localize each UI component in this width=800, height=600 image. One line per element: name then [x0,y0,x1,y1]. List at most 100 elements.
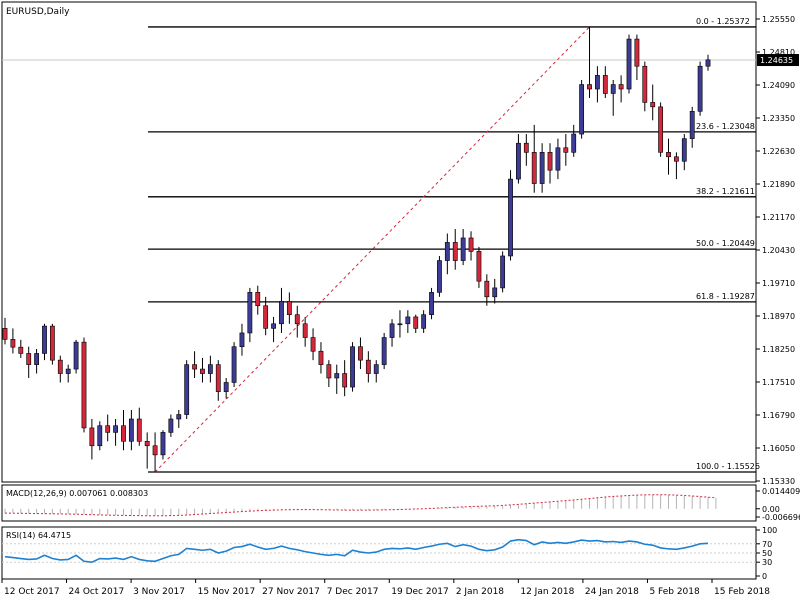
candle-bearish [650,102,656,108]
candle-bearish [144,441,150,447]
macd-signal-line [4,494,716,517]
price-axis-label: 1.17510 [762,378,795,387]
candle-bearish [523,142,529,153]
candle-bullish [231,346,237,383]
candle-bullish [271,323,276,329]
candle-bullish [579,84,585,135]
candle-bullish [389,323,395,338]
candle-bearish [192,364,197,370]
fib-level-label: 50.0 - 1.20449 [696,239,755,248]
candle-bearish [81,341,87,429]
candle-bearish [547,152,553,171]
candle-bearish [563,147,569,153]
candle-bullish [381,337,387,365]
candle-bearish [121,425,126,442]
rsi-axis-label: 70 [762,540,772,549]
candle-bullish [555,147,561,171]
date-axis-label: 15 Feb 2018 [714,587,770,597]
candle-bullish [42,325,47,354]
fib-level-label: 23.6 - 1.23048 [696,122,755,131]
date-axis-label: 2 Jan 2018 [456,587,504,597]
candle-bullish [207,364,213,374]
candle-bearish [602,75,608,94]
candle-bullish [128,418,134,442]
candle-bullish [223,382,229,392]
date-axis-label: 3 Nov 2017 [133,587,185,597]
rsi-label: RSI(14) 64.4715 [6,531,71,540]
rsi-line [4,538,709,564]
candle-bearish [531,152,537,184]
chart-title: EURUSD,Daily [6,7,70,17]
candle-bearish [152,445,158,456]
date-axis-label: 24 Oct 2017 [69,587,125,597]
macd-axis-label: 0.014409 [762,487,800,496]
price-axis-label: 1.18970 [762,312,795,321]
candle-bullish [444,242,450,261]
price-axis-label: 1.22630 [762,147,795,156]
candle-bearish [318,350,324,365]
price-axis-label: 1.25550 [762,15,795,24]
date-axis-label: 24 Jan 2018 [585,587,639,597]
macd-panel-frame [1,484,757,522]
candle-bullish [516,142,521,180]
candle-bullish [705,59,711,67]
candle-bearish [26,353,32,365]
candle-bullish [34,353,39,365]
candle-bearish [658,106,664,153]
candle-bearish [10,339,16,348]
candle-bearish [365,359,371,374]
candle-bearish [674,156,679,162]
candle-bullish [681,138,687,162]
price-axis-label: 1.24810 [762,48,795,57]
candle-bearish [476,251,482,282]
candle-bearish [587,84,592,90]
candle-bearish [18,346,24,354]
candle-bullish [350,346,355,388]
price-axis-label: 1.23350 [762,114,795,123]
candle-bearish [666,152,671,158]
macd-axis-label: 0.00 [762,505,780,514]
current-price-label: 1.24635 [760,56,793,65]
candle-bullish [184,364,190,415]
fib-level-label: 61.8 - 1.19287 [696,292,755,301]
macd-label: MACD(12,26,9) 0.007061 0.008303 [6,489,148,498]
candle-bullish [595,75,600,90]
fib-level-label: 100.0 - 1.15526 [696,462,760,471]
candle-bearish [200,368,205,374]
fib-trendline [154,26,590,473]
candle-bullish [492,287,498,298]
candle-bullish [429,292,434,315]
date-axis-label: 7 Dec 2017 [327,587,379,597]
candle-bearish [2,328,8,340]
candle-bullish [97,425,103,447]
date-axis-label: 19 Dec 2017 [391,587,449,597]
price-axis-label: 1.19710 [762,279,795,288]
price-axis-label: 1.21170 [762,213,795,222]
candle-bullish [247,292,253,334]
price-axis-label: 1.18250 [762,345,795,354]
candle-bearish [294,314,300,325]
date-axis-label: 27 Nov 2017 [262,587,320,597]
candle-bearish [452,242,458,261]
price-axis-label: 1.21890 [762,180,795,189]
candle-bullish [397,323,403,326]
candle-bullish [421,314,427,329]
rsi-axis-label: 100 [762,526,777,535]
candle-bullish [689,111,695,139]
fib-level-label: 38.2 - 1.21611 [696,187,755,196]
price-axis-label: 1.16050 [762,444,795,453]
candle-bearish [310,337,316,352]
candle-bullish [697,65,703,112]
rsi-axis-label: 50 [762,549,772,558]
current-price-box [757,54,799,67]
candle-bearish [642,65,648,103]
candle-bearish [215,364,221,392]
candle-bullish [73,341,79,370]
candle-bearish [618,84,624,90]
candle-bearish [326,364,332,379]
candle-bullish [571,133,577,153]
candle-bearish [413,316,419,329]
price-axis-label: 1.16790 [762,411,795,420]
